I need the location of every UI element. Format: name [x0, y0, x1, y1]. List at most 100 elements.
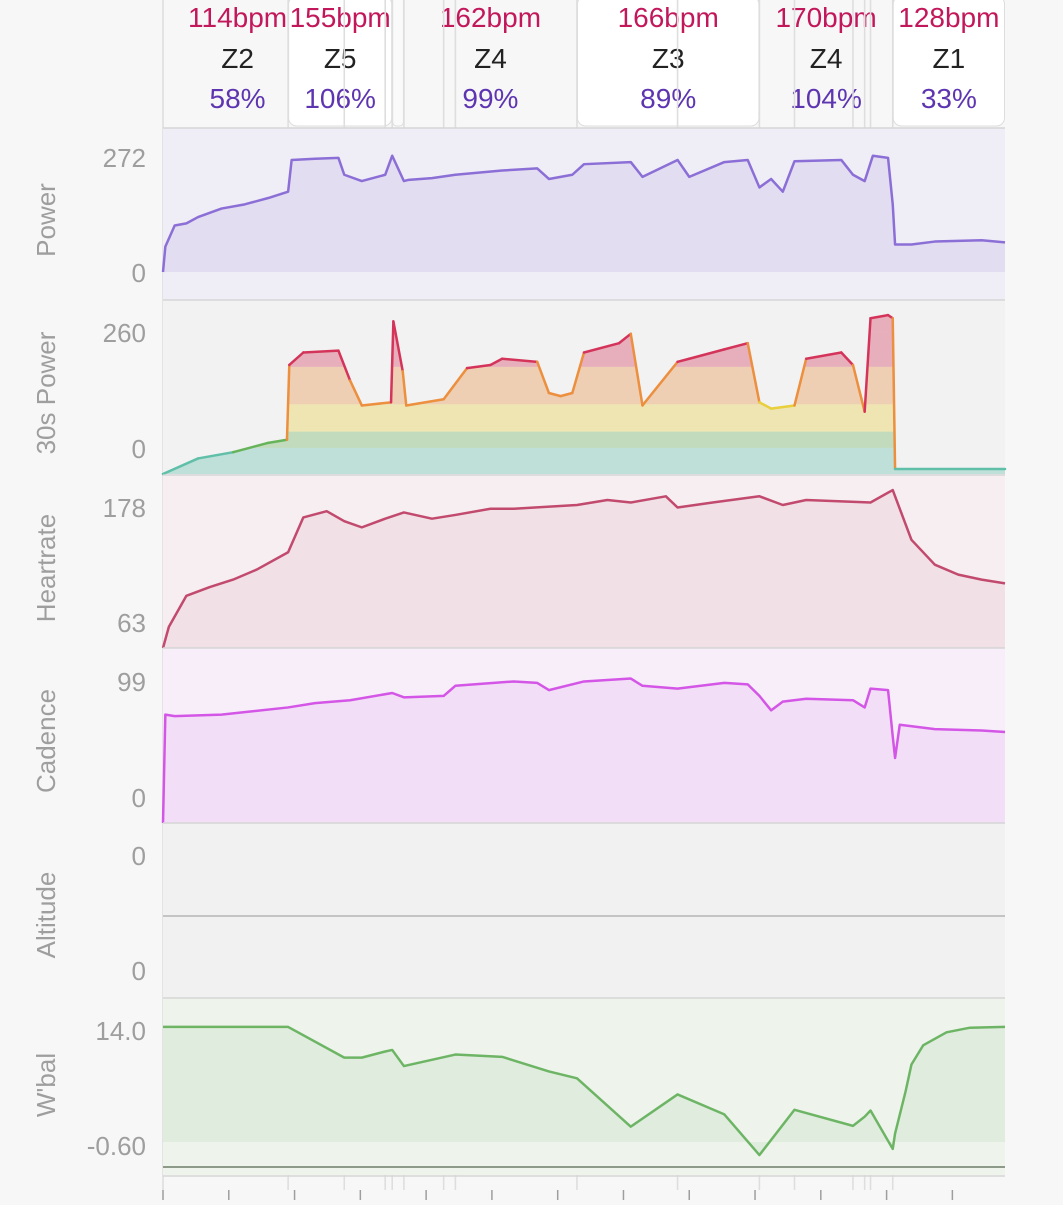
- wbal-area: [163, 1026, 1005, 1156]
- panel-altitude: Altitude 0 0: [31, 822, 1005, 998]
- 30s-power-line-segment: [746, 341, 761, 404]
- 30s-power-line-segment: [804, 351, 843, 360]
- wbal-tick-min: -0.60: [87, 1131, 146, 1161]
- 30s-power-line-segment: [392, 320, 404, 373]
- 30s-power-axis-label: 30s Power: [31, 331, 61, 454]
- interval-card-2: [392, 0, 404, 127]
- interval-zone-label: Z5: [324, 43, 357, 74]
- 30s-power-line-segment: [676, 357, 691, 364]
- power-line: [161, 154, 1006, 273]
- heartrate-line: [161, 488, 1006, 649]
- power-axis-label: Power: [31, 183, 61, 257]
- 30s-power-line-segment: [863, 316, 872, 413]
- 30s-power-line-segment: [288, 351, 305, 367]
- wbal-tick-max: 14.0: [95, 1016, 146, 1046]
- interval-zone-label: Z1: [933, 43, 966, 74]
- 30s-power-line-segment: [489, 357, 504, 367]
- 30s-power-line-segment: [758, 401, 773, 410]
- 30s-power-line-segment: [891, 316, 897, 471]
- 30s-power-line-segment: [500, 357, 539, 364]
- 30s-power-line-segment: [442, 366, 469, 401]
- 30s-power-line-segment: [302, 349, 340, 354]
- 30s-power-zone-band: [163, 447, 1005, 474]
- 30s-power-line-segment: [196, 450, 235, 460]
- 30s-power-line-segment: [641, 360, 679, 407]
- altitude-tick-min: 0: [132, 956, 146, 986]
- heartrate-tick-min: 63: [117, 608, 146, 638]
- interval-pct-label: 106%: [304, 83, 376, 114]
- 30s-power-line-segment: [840, 351, 855, 367]
- interval-pct-label: 33%: [921, 83, 977, 114]
- interval-pct-label: 99%: [462, 83, 518, 114]
- 30s-power-line-segment: [629, 332, 644, 407]
- 30s-power-line-segment: [869, 313, 890, 320]
- 30s-power-line-segment: [559, 391, 574, 398]
- interval-pct-label: 89%: [640, 83, 696, 114]
- panel-30s-power: 30s Power 260 0: [31, 299, 1007, 476]
- interval-zone-label: Z2: [221, 43, 254, 74]
- x-axis: [162, 1175, 1005, 1200]
- interval-zone-label: Z3: [652, 43, 685, 74]
- interval-zone-label: Z4: [474, 43, 507, 74]
- interval-pct-label: 104%: [790, 83, 862, 114]
- panel-heartrate: Heartrate 178 63: [31, 474, 1006, 649]
- interval-header: 114bpm Z2 58% 155bpm Z5 106% 162bpm Z4 99% 166bpm…: [188, 0, 1005, 127]
- 30s-power-line-segment: [231, 441, 270, 454]
- wbal-line: [163, 1025, 1006, 1157]
- interval-hr-label: 114bpm: [188, 2, 287, 33]
- wbal-axis-label: W'bal: [31, 1053, 61, 1117]
- 30s-power-line-segment: [571, 351, 586, 395]
- heartrate-axis-label: Heartrate: [31, 514, 61, 622]
- 30s-power-line-segment: [404, 397, 445, 407]
- 30s-power-line-segment: [769, 404, 796, 410]
- panel-power: Power 272 0: [31, 127, 1006, 300]
- heartrate-area: [163, 490, 1005, 648]
- 30s-power-line-segment: [401, 369, 408, 407]
- interval-hr-label: 170bpm: [775, 2, 876, 33]
- 30s-power-line-segment: [851, 363, 866, 413]
- interval-hr-label: 162bpm: [440, 2, 541, 33]
- cadence-tick-max: 99: [117, 667, 146, 697]
- panel-wbal: W'bal 14.0 -0.60: [31, 997, 1006, 1175]
- interval-hr-label: 166bpm: [618, 2, 719, 33]
- 30s-power-line-segment: [547, 391, 562, 398]
- power-tick-max: 272: [103, 143, 146, 173]
- 30s-power-line-segment: [161, 457, 200, 476]
- wbal-plot-area: [163, 998, 1005, 1175]
- 30s-power-tick-min: 0: [132, 434, 146, 464]
- 30s-power-tick-max: 260: [103, 318, 146, 348]
- 30s-power-plot-area: [163, 300, 1005, 475]
- cadence-plot-area: [163, 648, 1005, 823]
- altitude-tick-max: 0: [132, 841, 146, 871]
- 30s-power-line-segment: [793, 357, 808, 407]
- 30s-power-line-segment: [535, 360, 551, 395]
- interval-hr-label: 155bpm: [290, 2, 391, 33]
- 30s-power-line-segment: [348, 379, 364, 407]
- power-plot-area: [163, 128, 1005, 300]
- cadence-tick-min: 0: [132, 783, 146, 813]
- 30s-power-zone-band: [163, 404, 1005, 432]
- 30s-power-line-segment: [465, 363, 492, 370]
- power-area: [163, 155, 1005, 272]
- 30s-power-line-segment: [389, 320, 395, 404]
- 30s-power-line-segment: [617, 332, 633, 345]
- 30s-power-line-segment: [723, 341, 749, 351]
- 30s-power-line-segment: [337, 349, 352, 382]
- power-tick-min: 0: [132, 258, 146, 288]
- interval-hr-label: 128bpm: [898, 2, 999, 33]
- heartrate-tick-max: 178: [103, 493, 146, 523]
- interval-zone-label: Z4: [810, 43, 843, 74]
- cadence-axis-label: Cadence: [31, 689, 61, 793]
- interval-pct-label: 58%: [210, 83, 266, 114]
- cadence-line: [161, 677, 1006, 824]
- cadence-area: [163, 678, 1005, 823]
- 30s-power-line-segment: [582, 341, 621, 354]
- 30s-power-zone-band: [163, 431, 1005, 448]
- 30s-power-line-segment: [267, 438, 289, 445]
- 30s-power-line-segment: [360, 401, 393, 407]
- altitude-axis-label: Altitude: [31, 872, 61, 959]
- panel-cadence: Cadence 99 0: [31, 647, 1006, 824]
- 30s-power-line-segment: [285, 363, 291, 441]
